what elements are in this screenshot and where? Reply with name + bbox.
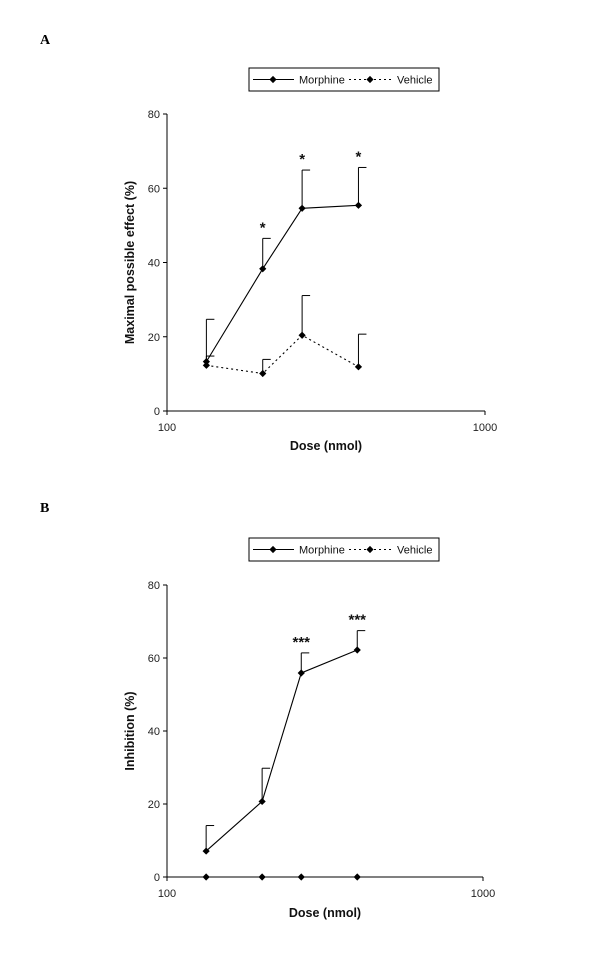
data-point-morphine xyxy=(202,847,210,855)
y-tick-label: 0 xyxy=(154,872,160,884)
legend-vehicle-label: Vehicle xyxy=(397,75,432,87)
data-point-morphine xyxy=(298,204,306,212)
significance-marker: * xyxy=(260,219,266,236)
data-point-morphine xyxy=(258,797,266,806)
series-vehicle xyxy=(202,295,367,378)
series-line-morphine xyxy=(205,649,358,852)
legend-morphine-label: Morphine xyxy=(299,75,345,87)
y-tick-label: 80 xyxy=(148,109,160,121)
data-point-morphine xyxy=(259,265,267,273)
legend-vehicle-marker xyxy=(366,545,374,554)
y-tick-label: 40 xyxy=(148,258,160,270)
y-tick-label: 0 xyxy=(154,406,160,418)
x-axis-label: Dose (nmol) xyxy=(290,439,362,453)
x-tick-label: 1000 xyxy=(473,422,497,434)
chart-b: B 0 20 40 60 80 100 1000 Dose (nmol) Inhibition (… xyxy=(40,501,495,920)
y-axis-label: Inhibition (%) xyxy=(123,691,137,770)
y-axis-label: Maximal possible effect (%) xyxy=(123,181,137,344)
y-tick-label: 60 xyxy=(148,183,160,195)
significance-marker: * xyxy=(356,148,362,165)
legend-morphine-label: Morphine xyxy=(299,545,345,557)
legend: Morphine Vehicle xyxy=(248,537,440,562)
data-point-vehicle xyxy=(202,873,210,881)
legend-vehicle-label: Vehicle xyxy=(397,545,432,557)
significance-marker: *** xyxy=(293,634,311,651)
y-tick-label: 80 xyxy=(148,580,160,592)
panel-label: A xyxy=(40,33,51,48)
data-point-vehicle xyxy=(259,369,267,378)
y-tick-label: 20 xyxy=(148,332,160,344)
data-point-vehicle xyxy=(298,331,306,339)
chart-a: A 0 20 40 60 80 100 1000 Dose (nmol) Maximal poss… xyxy=(40,33,497,453)
series-line-vehicle xyxy=(206,334,359,375)
x-axis-label: Dose (nmol) xyxy=(289,906,361,920)
legend-box xyxy=(248,67,440,92)
data-point-morphine xyxy=(353,646,361,654)
legend-box xyxy=(248,537,440,562)
legend: Morphine Vehicle xyxy=(248,67,440,92)
data-point-morphine xyxy=(354,201,363,209)
significance-marker: *** xyxy=(348,612,366,629)
series-morphine: *** *** xyxy=(202,612,366,855)
data-point-vehicle xyxy=(258,873,266,881)
data-point-vehicle xyxy=(297,873,305,881)
x-tick-label: 1000 xyxy=(471,888,495,900)
y-tick-label: 60 xyxy=(148,653,160,665)
data-point-vehicle xyxy=(354,363,363,371)
series-line-morphine xyxy=(205,204,359,362)
series-morphine: * * * xyxy=(202,148,367,366)
legend-morphine-marker xyxy=(269,75,277,84)
data-point-morphine xyxy=(297,669,305,677)
y-tick-label: 20 xyxy=(148,799,160,811)
legend-vehicle-marker xyxy=(366,75,374,84)
legend-morphine-marker xyxy=(269,545,277,554)
panel-label: B xyxy=(40,501,49,516)
y-tick-label: 40 xyxy=(148,726,160,738)
data-point-vehicle xyxy=(353,873,361,881)
data-point-vehicle xyxy=(202,361,210,369)
x-tick-label: 100 xyxy=(158,888,176,900)
significance-marker: * xyxy=(299,151,305,168)
series-vehicle xyxy=(202,873,361,881)
x-tick-label: 100 xyxy=(158,422,176,434)
